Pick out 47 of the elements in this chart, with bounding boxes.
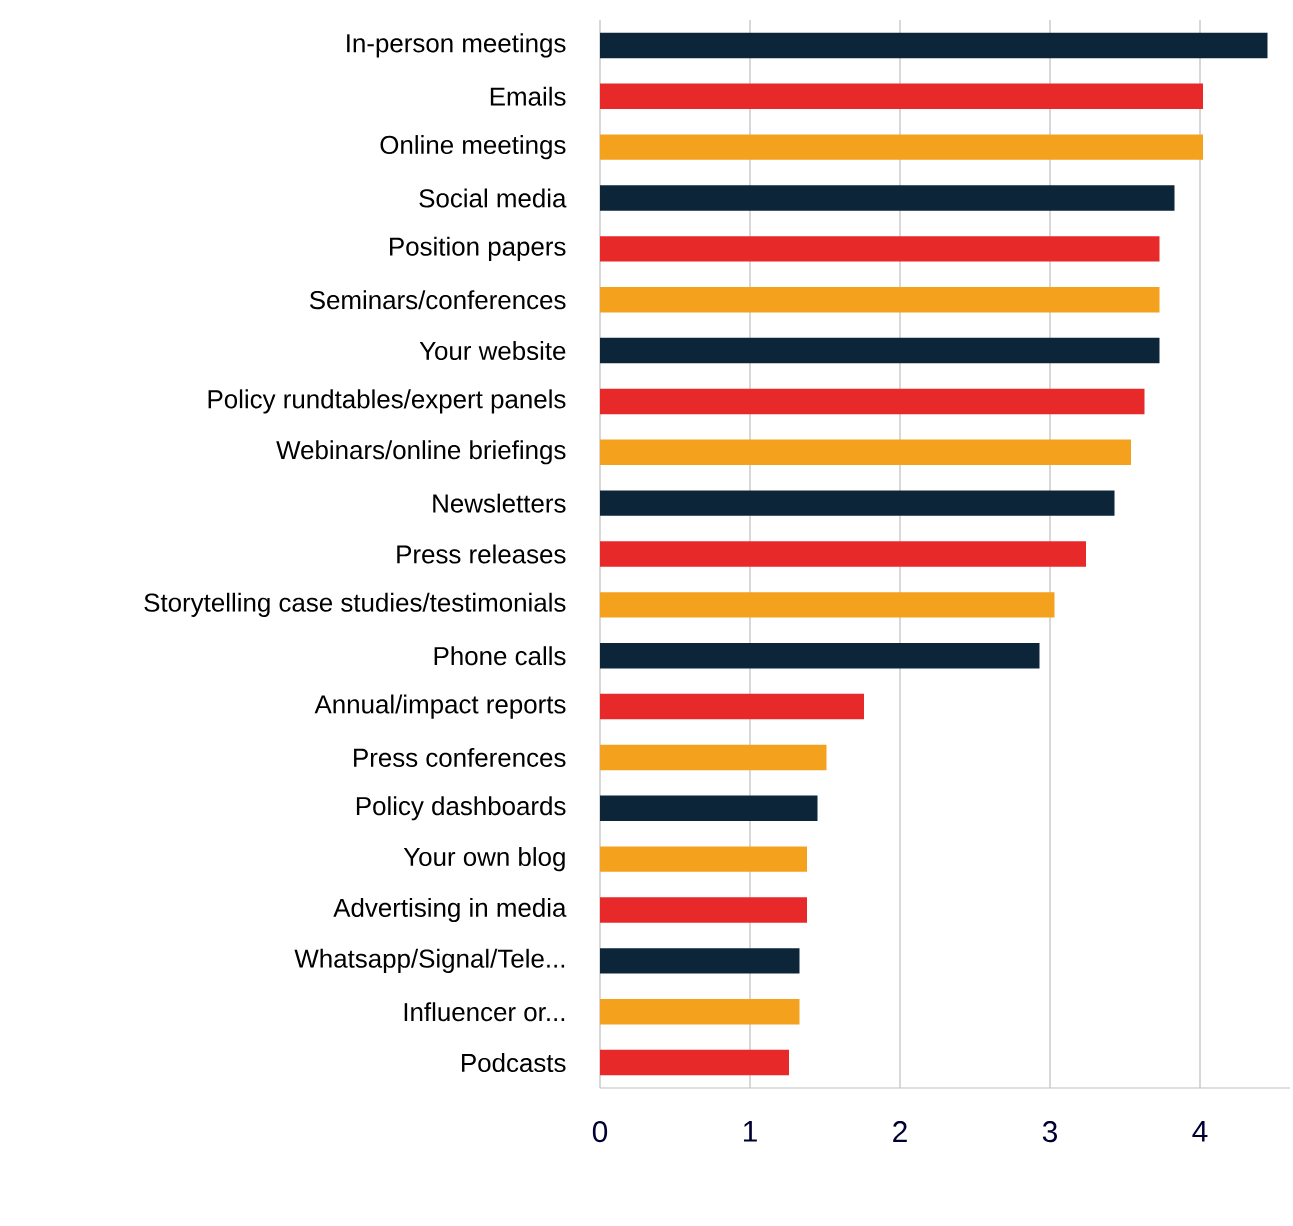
y-tick-label: Press conferences bbox=[354, 747, 566, 767]
y-tick-label: Advertising in media bbox=[333, 897, 567, 923]
y-tick-label: Newsletters bbox=[433, 493, 566, 513]
y-tick-label: Storytelling case studies/testimonials bbox=[144, 592, 566, 617]
bar bbox=[600, 643, 1040, 669]
y-tick-label: Webinars/online briefings bbox=[276, 440, 566, 465]
bar bbox=[600, 592, 1055, 618]
y-tick-label: Policy dashboards bbox=[356, 796, 566, 821]
x-tick-label: 2 bbox=[893, 1121, 907, 1142]
y-tick-label: Emails bbox=[490, 86, 566, 106]
bar bbox=[600, 337, 1160, 364]
x-tick-label: 0 bbox=[592, 1121, 608, 1143]
y-tick-label: Influencer or... bbox=[404, 1002, 565, 1022]
bar bbox=[600, 541, 1086, 567]
bar bbox=[600, 287, 1160, 313]
y-tick-label: Position papers bbox=[390, 236, 566, 261]
bar bbox=[600, 83, 1203, 110]
y-tick-label: Policy rundtables/expert panels bbox=[208, 389, 566, 414]
bar bbox=[600, 999, 800, 1025]
bar bbox=[600, 846, 807, 872]
y-tick-label: Social media bbox=[419, 188, 567, 208]
bar bbox=[600, 134, 1203, 160]
y-tick-label: Podcasts bbox=[462, 1053, 566, 1073]
bar bbox=[600, 1049, 789, 1076]
y-tick-label: Whatsapp/Signal/Tele... bbox=[294, 948, 565, 973]
y-tick-label: Press releases bbox=[397, 544, 566, 564]
bar bbox=[600, 439, 1131, 466]
x-tick-label: 3 bbox=[1042, 1121, 1057, 1143]
bar bbox=[600, 185, 1175, 211]
x-tick-label: 1 bbox=[743, 1121, 757, 1142]
bar bbox=[600, 236, 1160, 262]
x-tick-label: 4 bbox=[1192, 1121, 1208, 1142]
bar bbox=[600, 693, 864, 720]
bar bbox=[600, 490, 1115, 516]
bar bbox=[600, 897, 807, 923]
y-tick-label: Your own blog bbox=[403, 847, 565, 872]
y-tick-label: Your website bbox=[419, 341, 566, 361]
y-tick-label: Seminars/conferences bbox=[309, 290, 566, 310]
bar bbox=[600, 388, 1145, 415]
y-tick-label: In-person meetings bbox=[347, 33, 566, 58]
bar bbox=[600, 795, 818, 822]
bar bbox=[600, 948, 800, 974]
bar bbox=[600, 744, 827, 771]
y-tick-label: Annual/impact reports bbox=[314, 694, 566, 719]
y-tick-label: Phone calls bbox=[434, 646, 566, 666]
y-tick-label: Online meetings bbox=[380, 135, 566, 160]
bar bbox=[600, 32, 1268, 59]
